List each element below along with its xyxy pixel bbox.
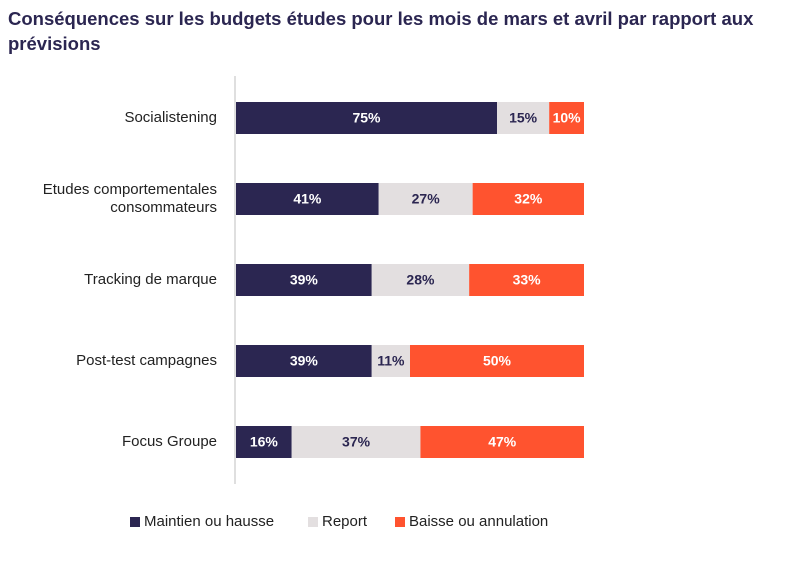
category-label: Post-test campagnes [76,352,217,369]
data-label: 15% [509,110,538,126]
bar-segment [236,345,372,377]
bar-segment [410,345,584,377]
data-label: 39% [290,353,319,369]
bar-segment [469,264,584,296]
data-label: 10% [553,110,582,126]
data-label: 11% [377,353,405,369]
category-label: Socialistening [124,109,217,126]
legend-swatch [395,517,405,527]
legend-label: Report [322,513,368,530]
bar-segment [371,264,470,296]
bar-segment [371,345,410,377]
legend-swatch [308,517,318,527]
data-label: 75% [352,110,381,126]
data-label: 16% [250,434,279,450]
data-label: 47% [488,434,517,450]
data-label: 50% [483,353,512,369]
bar-segment [378,183,473,215]
chart-title: Conséquences sur les budgets études pour… [8,8,754,54]
data-label: 28% [406,272,435,288]
bar-segment [236,102,497,134]
category-label: Etudes comportementales [43,181,217,198]
bar-segment [420,426,584,458]
legend-label: Maintien ou hausse [144,513,274,530]
bar-segment [236,264,372,296]
bar-segment [472,183,584,215]
bar-segment [291,426,421,458]
bar-segment [497,102,550,134]
data-label: 37% [342,434,371,450]
bar-segment [549,102,584,134]
data-label: 39% [290,272,319,288]
data-label: 33% [513,272,542,288]
bar-segment [236,426,292,458]
legend-label: Baisse ou annulation [409,513,548,530]
legend-swatch [130,517,140,527]
data-label: 32% [514,191,543,207]
bar-segment [236,183,379,215]
category-label: consommateurs [110,199,217,216]
category-label: Tracking de marque [84,271,217,288]
data-label: 27% [412,191,441,207]
data-label: 41% [293,191,322,207]
category-label: Focus Groupe [122,433,217,450]
